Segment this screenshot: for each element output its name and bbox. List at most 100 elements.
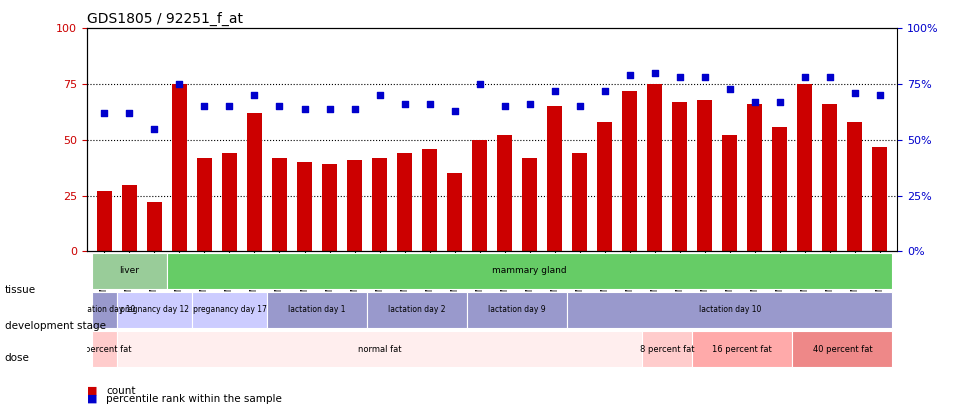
Bar [397, 153, 412, 252]
Text: lactation day 1: lactation day 1 [289, 305, 345, 315]
FancyBboxPatch shape [92, 331, 117, 367]
Text: 8 percent fat: 8 percent fat [640, 345, 695, 354]
Point [522, 101, 538, 107]
Text: dose: dose [5, 354, 30, 363]
FancyBboxPatch shape [117, 331, 643, 367]
Point [722, 85, 737, 92]
Bar [572, 153, 588, 252]
Point [597, 87, 613, 94]
Bar [472, 140, 487, 252]
Bar [497, 135, 512, 252]
Bar [698, 100, 712, 252]
Bar [422, 149, 437, 252]
Text: percentile rank within the sample: percentile rank within the sample [106, 394, 282, 404]
Point [497, 103, 512, 110]
Bar [622, 91, 637, 252]
Bar [222, 153, 237, 252]
FancyBboxPatch shape [92, 292, 117, 328]
Bar [272, 158, 287, 252]
Text: normal fat: normal fat [358, 345, 401, 354]
Bar [522, 158, 538, 252]
Point [772, 99, 787, 105]
Text: lactation day 10: lactation day 10 [73, 305, 135, 315]
FancyBboxPatch shape [467, 292, 567, 328]
Bar [772, 126, 787, 252]
Point [697, 74, 712, 81]
Text: lactation day 2: lactation day 2 [388, 305, 446, 315]
Bar [797, 84, 813, 252]
Point [547, 87, 563, 94]
Text: mammary gland: mammary gland [492, 266, 567, 275]
Text: preganancy day 17: preganancy day 17 [193, 305, 266, 315]
Point [447, 108, 462, 114]
Text: pregnancy day 12: pregnancy day 12 [120, 305, 189, 315]
Bar [822, 104, 838, 252]
Text: ■: ■ [87, 386, 97, 396]
Point [648, 70, 663, 76]
Bar [147, 202, 162, 252]
FancyBboxPatch shape [792, 331, 893, 367]
FancyBboxPatch shape [267, 292, 367, 328]
Text: 16 percent fat: 16 percent fat [712, 345, 772, 354]
Point [422, 101, 437, 107]
Bar [96, 191, 112, 252]
Point [872, 92, 888, 98]
Point [747, 99, 762, 105]
Bar [847, 122, 863, 252]
Point [622, 72, 638, 79]
Bar [172, 84, 187, 252]
Point [822, 74, 838, 81]
Bar [322, 164, 337, 252]
FancyBboxPatch shape [92, 254, 167, 288]
Text: liver: liver [120, 266, 139, 275]
Point [472, 81, 487, 87]
Text: lactation day 9: lactation day 9 [488, 305, 546, 315]
Bar [372, 158, 387, 252]
FancyBboxPatch shape [643, 331, 692, 367]
Point [122, 110, 137, 116]
Bar [648, 84, 662, 252]
Point [222, 103, 237, 110]
Point [96, 110, 112, 116]
Point [321, 105, 337, 112]
Bar [297, 162, 312, 252]
FancyBboxPatch shape [192, 292, 267, 328]
Point [797, 74, 813, 81]
FancyBboxPatch shape [117, 292, 192, 328]
FancyBboxPatch shape [367, 292, 467, 328]
Bar [347, 160, 362, 252]
Point [672, 74, 687, 81]
Text: tissue: tissue [5, 285, 36, 294]
Point [197, 103, 212, 110]
Point [172, 81, 187, 87]
Point [397, 101, 412, 107]
Text: development stage: development stage [5, 321, 106, 331]
Bar [723, 135, 737, 252]
Point [247, 92, 262, 98]
Text: lactation day 10: lactation day 10 [699, 305, 761, 315]
Bar [197, 158, 212, 252]
Text: ■: ■ [87, 394, 97, 404]
Text: 40 percent fat: 40 percent fat [813, 345, 872, 354]
Point [847, 90, 863, 96]
Text: count: count [106, 386, 136, 396]
Bar [872, 147, 888, 252]
Point [346, 105, 362, 112]
Point [297, 105, 313, 112]
Bar [547, 107, 563, 252]
FancyBboxPatch shape [167, 254, 893, 288]
Bar [747, 104, 762, 252]
Bar [247, 113, 262, 252]
Point [572, 103, 588, 110]
Point [272, 103, 288, 110]
Text: GDS1805 / 92251_f_at: GDS1805 / 92251_f_at [87, 12, 243, 26]
Bar [673, 102, 687, 252]
FancyBboxPatch shape [692, 331, 792, 367]
Point [372, 92, 387, 98]
FancyBboxPatch shape [567, 292, 893, 328]
Bar [447, 173, 462, 252]
Text: 8 percent fat: 8 percent fat [77, 345, 131, 354]
Point [147, 126, 162, 132]
Bar [597, 122, 612, 252]
Bar [122, 185, 137, 252]
